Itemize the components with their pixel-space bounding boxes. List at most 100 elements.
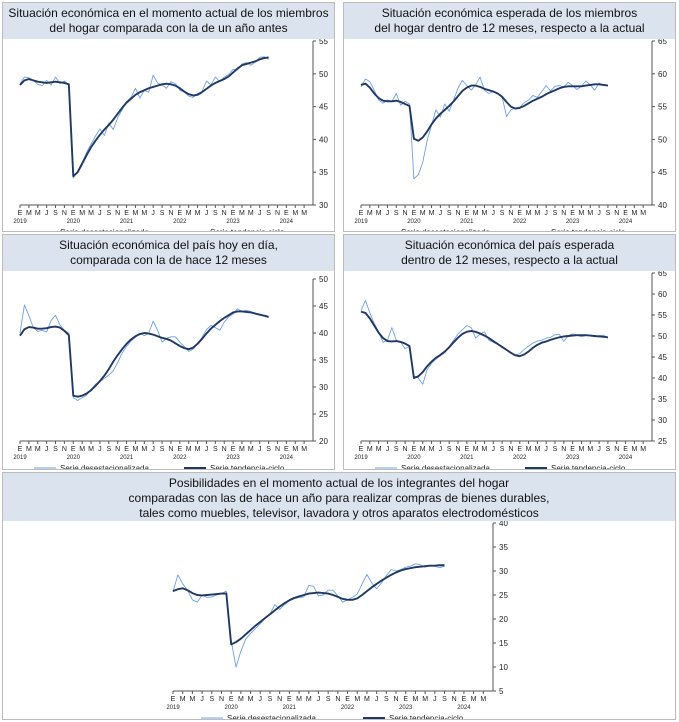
x-month-label: M <box>79 446 85 453</box>
x-year-label: 2019 <box>13 455 27 461</box>
y-tick-label: 20 <box>499 615 508 624</box>
x-month-label: M <box>579 446 585 453</box>
x-month-label: J <box>375 696 379 703</box>
y-tick-label: 50 <box>658 332 667 341</box>
series-line-deseasonalized <box>360 76 608 180</box>
x-month-label: J <box>317 696 321 703</box>
x-year-label: 2021 <box>283 705 297 711</box>
x-month-label: S <box>53 210 58 217</box>
x-month-label: S <box>500 446 505 453</box>
chart-panel-1: Situación económica en el momento actual… <box>2 2 335 232</box>
x-year-label: 2022 <box>173 455 187 461</box>
x-month-label: E <box>18 446 23 453</box>
x-month-label: M <box>640 446 646 453</box>
x-year-label: 2022 <box>513 219 527 225</box>
x-month-label: N <box>168 446 173 453</box>
x-month-label: J <box>45 210 49 217</box>
chart-panel-5: Posibilidades en el momento actual de lo… <box>2 472 676 720</box>
x-month-label: E <box>71 210 76 217</box>
x-month-label: E <box>231 210 236 217</box>
x-month-label: M <box>306 696 312 703</box>
y-tick-label: 20 <box>319 437 328 446</box>
x-month-label: N <box>508 446 513 453</box>
chart-title-2: Situación económica esperada de los miem… <box>344 3 675 39</box>
x-month-label: N <box>222 210 227 217</box>
x-month-label: E <box>345 696 350 703</box>
x-month-label: M <box>248 696 254 703</box>
y-tick-label: 15 <box>499 639 508 648</box>
x-month-label: M <box>133 210 139 217</box>
x-year-label: 2020 <box>225 705 239 711</box>
x-month-label: E <box>18 210 23 217</box>
x-month-label: J <box>200 696 204 703</box>
x-month-label: E <box>412 210 417 217</box>
x-month-label: N <box>508 210 513 217</box>
x-month-label: N <box>222 446 227 453</box>
x-month-label: M <box>248 446 254 453</box>
series-line-trend <box>19 56 269 178</box>
x-month-label: S <box>266 210 271 217</box>
series-line-trend <box>172 564 445 646</box>
x-year-label: 2022 <box>513 455 527 461</box>
x-month-label: S <box>500 210 505 217</box>
y-tick-label: 30 <box>499 567 508 576</box>
x-month-label: S <box>442 696 447 703</box>
x-year-label: 2023 <box>566 455 580 461</box>
x-month-label: E <box>464 446 469 453</box>
legend-label-deseasonalized: Serie desestacionalizada <box>60 464 149 470</box>
x-month-label: S <box>394 210 399 217</box>
y-tick-label: 10 <box>499 663 508 672</box>
x-month-label: J <box>439 210 443 217</box>
chart-title-5-line-3: tales como muebles, televisor, lavadora … <box>139 506 539 520</box>
x-month-label: N <box>452 696 457 703</box>
y-tick-label: 65 <box>658 271 667 278</box>
x-month-label: E <box>570 446 575 453</box>
legend-label-trend: Serie tendencia-ciclo <box>389 714 464 720</box>
legend-label-trend: Serie tendencia-ciclo <box>210 228 285 232</box>
x-month-label: N <box>561 446 566 453</box>
x-month-label: J <box>386 210 390 217</box>
x-month-label: M <box>640 210 646 217</box>
x-month-label: N <box>275 446 280 453</box>
x-month-label: J <box>258 210 262 217</box>
x-year-label: 2020 <box>67 219 81 225</box>
x-month-label: M <box>473 446 479 453</box>
y-tick-label: 30 <box>319 201 328 210</box>
x-month-label: M <box>376 210 382 217</box>
x-month-label: J <box>544 210 548 217</box>
y-tick-label: 40 <box>319 329 328 338</box>
y-tick-label: 35 <box>658 395 667 404</box>
x-year-label: 2021 <box>460 219 474 225</box>
x-year-label: 2021 <box>120 219 134 225</box>
x-year-label: 2024 <box>619 455 633 461</box>
y-tick-label: 45 <box>319 302 328 311</box>
x-year-label: 2019 <box>166 705 180 711</box>
x-month-label: M <box>471 696 477 703</box>
x-month-label: E <box>284 210 289 217</box>
x-month-label: S <box>213 210 218 217</box>
x-month-label: M <box>195 446 201 453</box>
x-month-label: N <box>62 446 67 453</box>
x-month-label: E <box>177 210 182 217</box>
x-month-label: M <box>354 696 360 703</box>
x-month-label: M <box>526 446 532 453</box>
y-tick-label: 5 <box>499 687 504 696</box>
x-month-label: M <box>587 446 593 453</box>
x-month-label: S <box>394 446 399 453</box>
x-month-label: M <box>35 210 41 217</box>
y-tick-label: 40 <box>658 201 667 210</box>
x-month-label: E <box>124 210 129 217</box>
chart-panel-4: Situación económica del país esperada de… <box>343 234 676 470</box>
x-month-label: E <box>623 210 628 217</box>
y-tick-label: 40 <box>658 374 667 383</box>
x-year-label: 2024 <box>457 705 471 711</box>
y-tick-label: 35 <box>499 543 508 552</box>
chart-title-5-line-2: comparadas con las de hace un año para r… <box>128 491 550 505</box>
x-month-label: S <box>447 210 452 217</box>
chart-title-2-line-2: del hogar dentro de 12 meses, respecto a… <box>374 21 645 35</box>
x-month-label: M <box>180 696 186 703</box>
x-month-label: M <box>35 446 41 453</box>
x-month-label: M <box>195 210 201 217</box>
x-month-label: M <box>292 210 298 217</box>
